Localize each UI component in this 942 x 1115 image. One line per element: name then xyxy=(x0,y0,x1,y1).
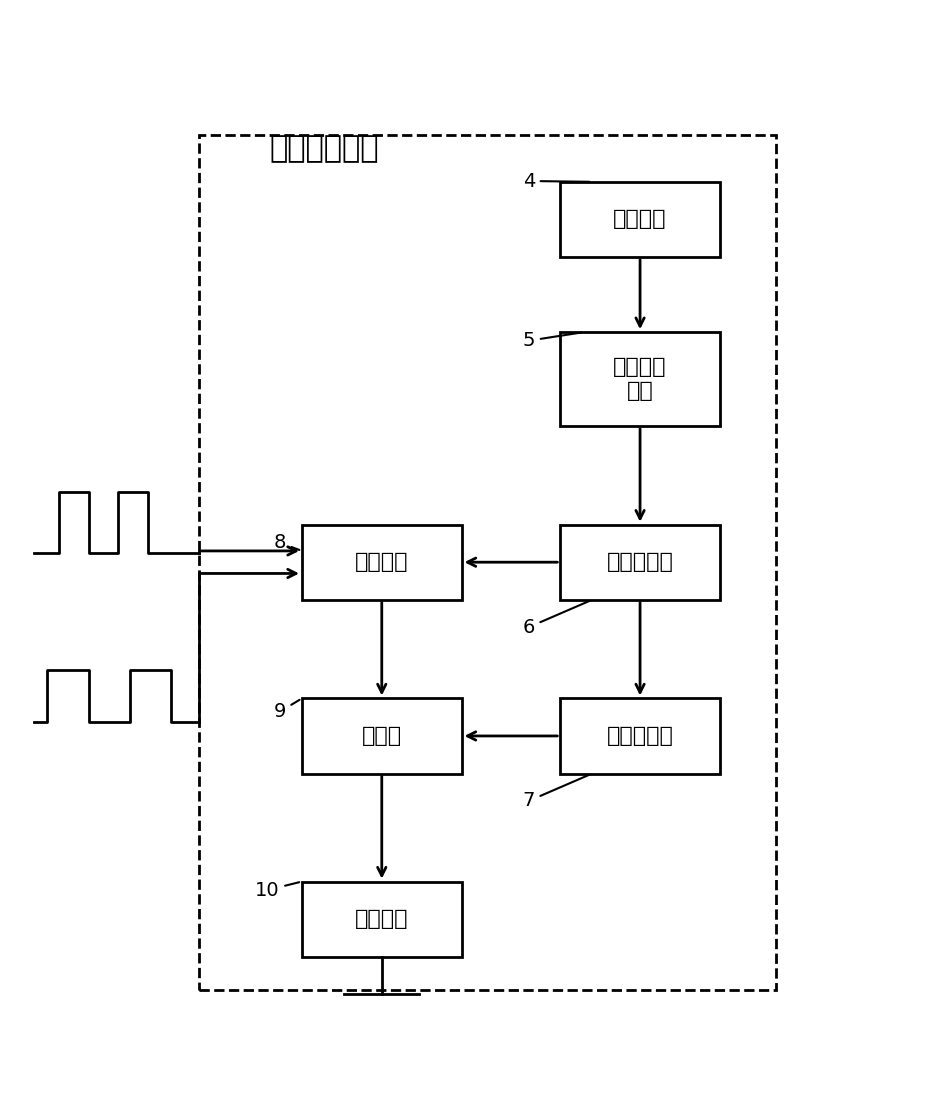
Text: 分频整形
电路: 分频整形 电路 xyxy=(613,358,667,400)
FancyBboxPatch shape xyxy=(560,182,720,256)
Text: 温补晶振: 温补晶振 xyxy=(613,210,667,230)
Text: 数字测频电路: 数字测频电路 xyxy=(269,134,379,163)
Text: 测频主门: 测频主门 xyxy=(355,552,409,572)
FancyBboxPatch shape xyxy=(302,882,462,957)
FancyBboxPatch shape xyxy=(560,698,720,774)
Text: 4: 4 xyxy=(523,172,590,191)
FancyBboxPatch shape xyxy=(560,332,720,426)
Text: 闸门控制器: 闸门控制器 xyxy=(607,552,674,572)
Text: 8: 8 xyxy=(274,533,300,552)
Text: 逻辑控制器: 逻辑控制器 xyxy=(607,726,674,746)
Text: 10: 10 xyxy=(255,881,300,900)
Text: 计数器: 计数器 xyxy=(362,726,402,746)
Text: 5: 5 xyxy=(523,331,581,350)
FancyBboxPatch shape xyxy=(560,525,720,600)
Text: 9: 9 xyxy=(274,700,300,721)
FancyBboxPatch shape xyxy=(302,525,462,600)
FancyBboxPatch shape xyxy=(302,698,462,774)
Text: 计算单元: 计算单元 xyxy=(355,909,409,929)
Text: 6: 6 xyxy=(523,601,590,637)
Text: 7: 7 xyxy=(523,775,590,811)
